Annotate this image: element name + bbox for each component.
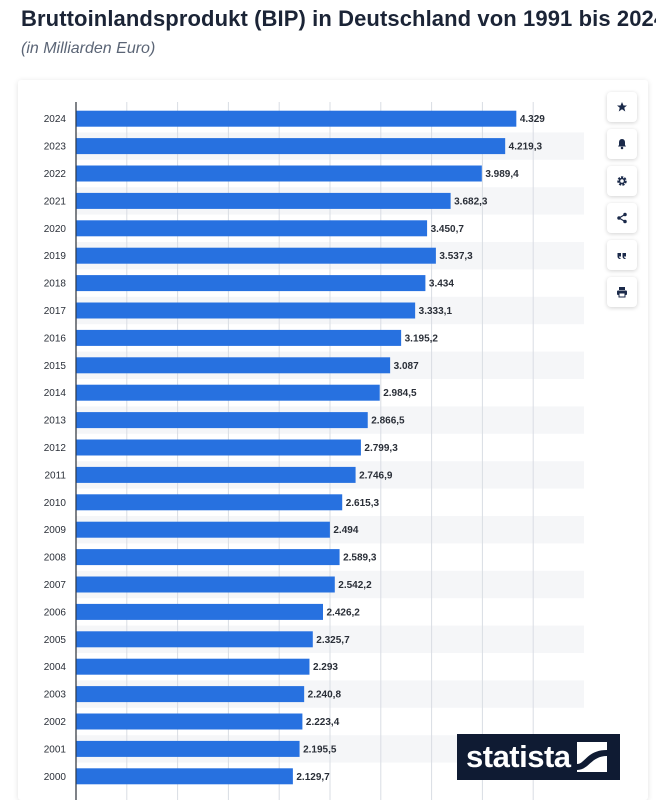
category-label: 2019 xyxy=(44,251,67,262)
bar-chart: 2024 4.329 2023 4.219,3 2022 3.989,4 2021 3.682… xyxy=(44,102,584,800)
value-label: 4.329 xyxy=(520,114,545,125)
bar xyxy=(76,138,506,155)
settings-button[interactable] xyxy=(607,166,637,196)
bar xyxy=(76,384,380,401)
category-label: 2003 xyxy=(44,690,67,701)
category-label: 2011 xyxy=(44,470,66,481)
category-label: 2005 xyxy=(44,635,67,646)
category-label: 2020 xyxy=(44,224,67,235)
bell-icon xyxy=(618,139,626,150)
category-label: 2022 xyxy=(44,169,67,180)
statista-logo: statista xyxy=(457,734,620,780)
gear-icon xyxy=(617,176,627,186)
notification-button[interactable] xyxy=(607,129,637,159)
bar xyxy=(76,357,391,374)
category-label: 2004 xyxy=(44,662,67,673)
category-label: 2014 xyxy=(44,388,67,399)
bar xyxy=(76,412,368,429)
category-label: 2018 xyxy=(44,279,67,290)
bar xyxy=(76,658,310,675)
category-label: 2013 xyxy=(44,416,67,427)
value-label: 2.746,9 xyxy=(359,470,393,481)
bar xyxy=(76,494,343,511)
chart-card: 2024 4.329 2023 4.219,3 2022 3.989,4 2021 3.682… xyxy=(18,80,648,800)
print-icon xyxy=(617,287,627,298)
value-label: 2.426,2 xyxy=(327,607,361,618)
value-label: 3.195,2 xyxy=(405,333,439,344)
bar xyxy=(76,275,426,292)
cite-button[interactable] xyxy=(607,240,637,270)
category-label: 2015 xyxy=(44,361,67,372)
bar xyxy=(76,576,335,593)
value-label: 2.615,3 xyxy=(346,498,380,509)
print-button[interactable] xyxy=(607,277,637,307)
value-label: 2.799,3 xyxy=(364,443,398,454)
value-label: 3.087 xyxy=(394,361,419,372)
star-icon xyxy=(617,102,627,112)
category-label: 2016 xyxy=(44,333,67,344)
category-label: 2000 xyxy=(44,772,67,783)
quote-icon xyxy=(617,253,626,259)
page-title: Bruttoinlandsprodukt (BIP) in Deutschlan… xyxy=(21,6,656,31)
bar xyxy=(76,329,402,346)
value-label: 2.589,3 xyxy=(343,553,377,564)
bar xyxy=(76,549,340,566)
bar xyxy=(76,110,517,127)
bar xyxy=(76,768,293,785)
category-label: 2009 xyxy=(44,525,67,536)
bar xyxy=(76,713,303,730)
bar xyxy=(76,740,300,757)
bar xyxy=(76,631,313,648)
value-label: 3.989,4 xyxy=(485,169,519,180)
bar xyxy=(76,686,305,703)
value-label: 2.494 xyxy=(333,525,358,536)
value-label: 2.240,8 xyxy=(308,690,342,701)
bar xyxy=(76,220,428,237)
value-label: 2.866,5 xyxy=(371,416,405,427)
value-label: 3.537,3 xyxy=(439,251,473,262)
bar xyxy=(76,439,361,456)
value-label: 2.542,2 xyxy=(338,580,372,591)
share-icon xyxy=(617,212,627,224)
value-label: 3.434 xyxy=(429,279,454,290)
category-label: 2023 xyxy=(44,142,67,153)
logo-text: statista xyxy=(466,739,571,774)
value-label: 2.195,5 xyxy=(303,744,337,755)
page-subtitle: (in Milliarden Euro) xyxy=(21,40,156,57)
category-label: 2006 xyxy=(44,607,67,618)
value-label: 4.219,3 xyxy=(509,142,543,153)
chart-toolbar xyxy=(607,92,637,314)
bar xyxy=(76,603,324,620)
value-label: 2.223,4 xyxy=(306,717,340,728)
favorite-button[interactable] xyxy=(607,92,637,122)
value-label: 3.450,7 xyxy=(431,224,465,235)
bar xyxy=(76,192,451,209)
share-button[interactable] xyxy=(607,203,637,233)
value-label: 3.333,1 xyxy=(419,306,453,317)
category-label: 2021 xyxy=(44,196,67,207)
value-label: 2.984,5 xyxy=(383,388,417,399)
bar xyxy=(76,521,330,538)
bar xyxy=(76,302,416,319)
value-label: 2.325,7 xyxy=(316,635,350,646)
statista-mark-icon xyxy=(576,742,607,772)
category-label: 2024 xyxy=(44,114,67,125)
category-label: 2002 xyxy=(44,717,67,728)
value-label: 2.129,7 xyxy=(296,772,330,783)
category-label: 2001 xyxy=(44,744,67,755)
category-label: 2017 xyxy=(44,306,67,317)
bar xyxy=(76,247,436,264)
bar xyxy=(76,466,356,483)
category-label: 2012 xyxy=(44,443,67,454)
category-label: 2010 xyxy=(44,498,67,509)
value-label: 3.682,3 xyxy=(454,196,488,207)
category-label: 2008 xyxy=(44,553,67,564)
value-label: 2.293 xyxy=(313,662,338,673)
bar xyxy=(76,165,482,182)
category-label: 2007 xyxy=(44,580,67,591)
